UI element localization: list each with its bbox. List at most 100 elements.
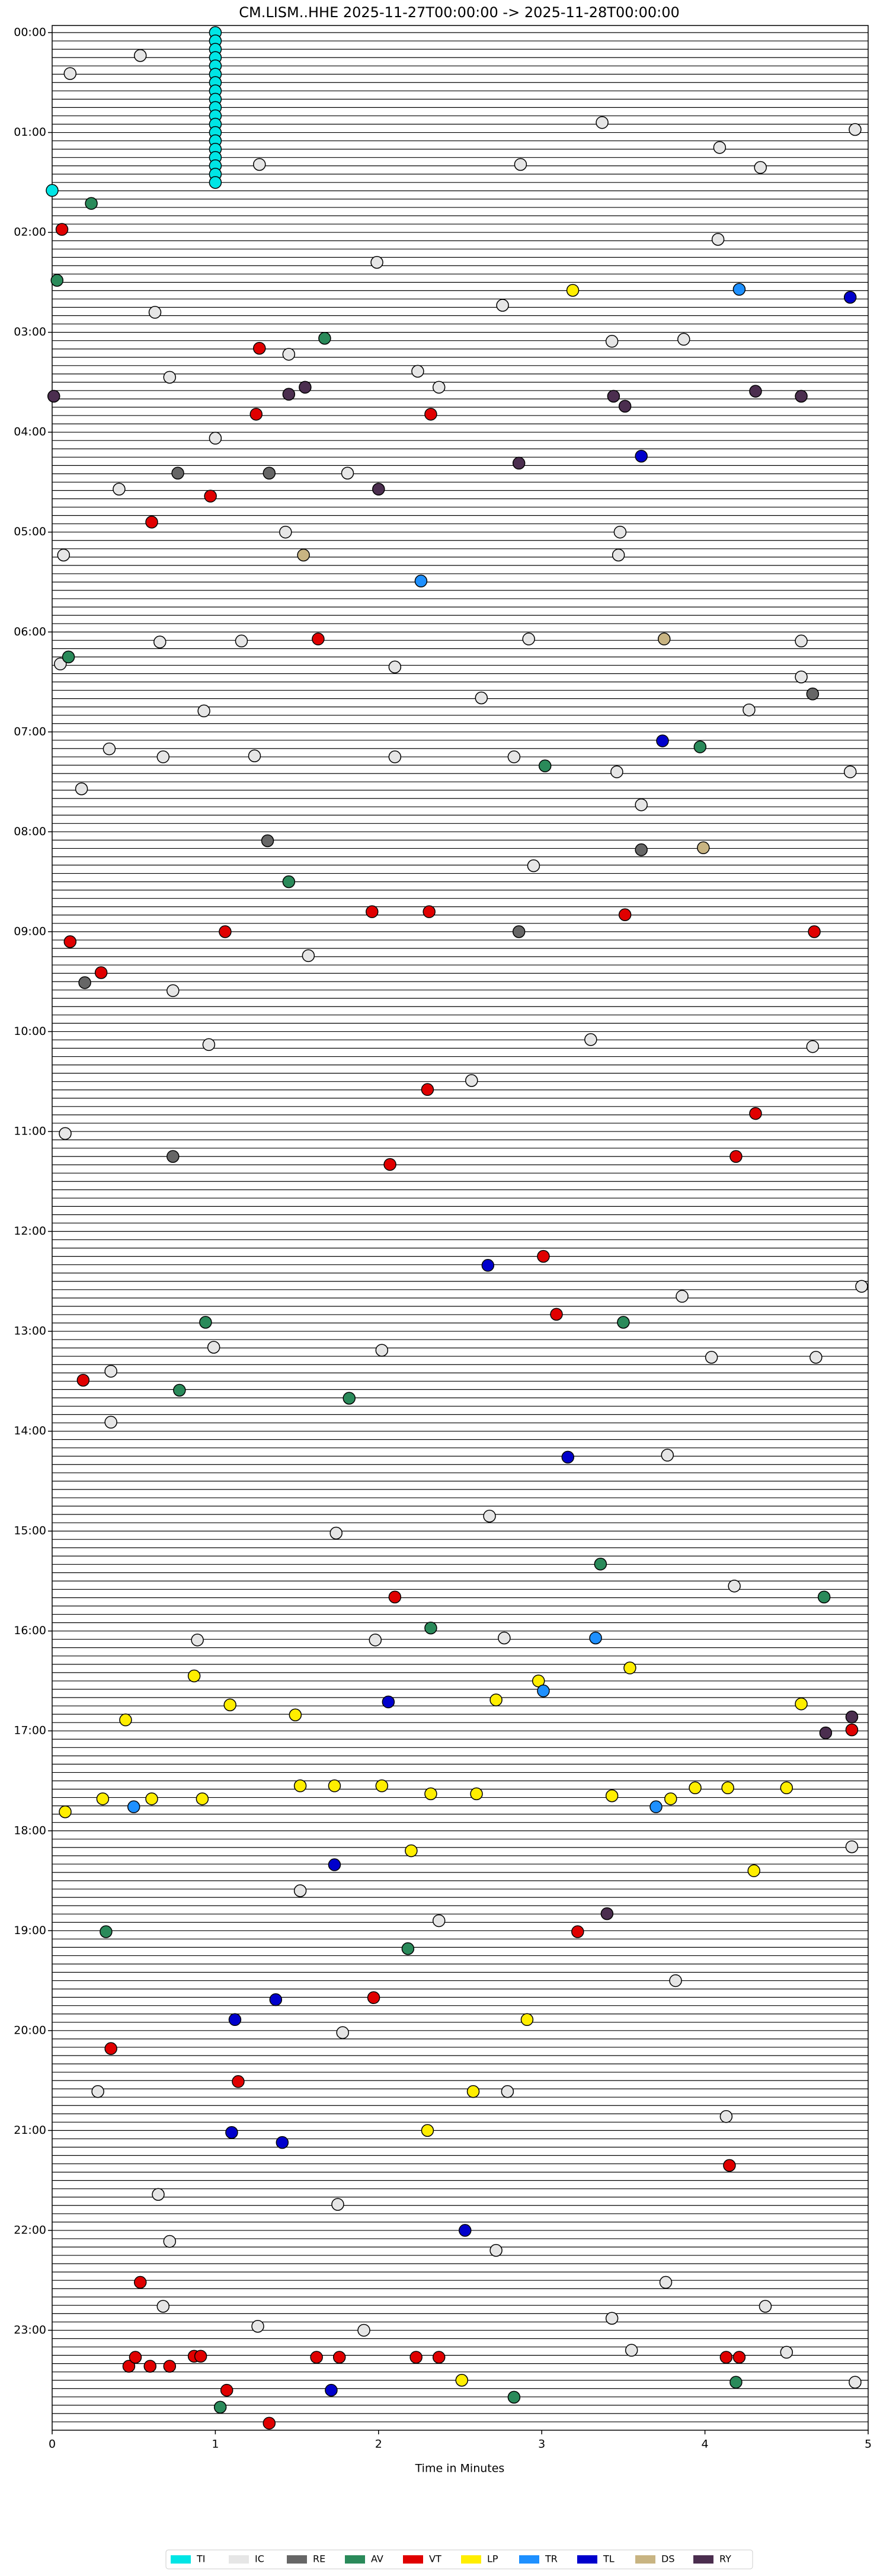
event-marker	[276, 2136, 289, 2149]
event-marker	[806, 1040, 820, 1053]
y-tick-label: 19:00	[14, 1924, 46, 1937]
x-tick-label: 2	[375, 2438, 382, 2451]
event-marker	[223, 1698, 236, 1712]
event-marker	[251, 2319, 264, 2333]
event-marker	[600, 1907, 614, 1920]
event-marker	[202, 1038, 216, 1052]
event-marker	[566, 284, 580, 297]
legend-swatch	[577, 2555, 597, 2564]
event-marker	[133, 49, 147, 62]
event-marker	[171, 466, 184, 480]
event-marker	[261, 834, 274, 848]
event-marker	[199, 1316, 212, 1329]
event-marker	[617, 1316, 630, 1329]
x-tick-label: 1	[212, 2438, 219, 2451]
event-marker	[656, 734, 669, 747]
event-marker	[729, 1150, 743, 1163]
event-marker	[331, 2198, 344, 2211]
event-marker	[279, 525, 292, 539]
event-marker	[732, 283, 746, 296]
event-marker	[167, 984, 180, 998]
y-tick-label: 20:00	[14, 2024, 46, 2037]
y-tick-label: 04:00	[14, 426, 46, 439]
event-marker	[496, 299, 509, 312]
event-marker	[282, 388, 296, 401]
event-marker	[104, 2042, 117, 2055]
event-marker	[122, 2360, 136, 2373]
event-marker	[119, 1713, 132, 1727]
event-marker	[512, 456, 526, 470]
event-marker	[819, 1726, 833, 1740]
event-marker	[423, 905, 436, 918]
event-marker	[845, 1710, 859, 1724]
event-marker	[855, 1280, 868, 1293]
event-marker	[721, 1781, 734, 1795]
event-marker	[498, 1631, 511, 1645]
y-tick-label: 16:00	[14, 1624, 46, 1637]
event-marker	[849, 123, 862, 136]
event-marker	[263, 2417, 276, 2430]
event-marker	[661, 1449, 674, 1462]
event-marker	[388, 1590, 402, 1604]
y-tick-label: 05:00	[14, 525, 46, 538]
y-tick-label: 18:00	[14, 1824, 46, 1837]
event-marker	[104, 1415, 117, 1429]
event-marker	[780, 1781, 793, 1795]
event-marker	[187, 1669, 201, 1683]
event-marker	[605, 2312, 619, 2325]
event-marker	[754, 161, 767, 174]
event-marker	[375, 1779, 389, 1792]
event-marker	[388, 660, 402, 673]
event-marker	[527, 859, 540, 872]
event-marker	[328, 1858, 341, 1871]
event-marker	[514, 158, 527, 171]
event-marker	[282, 875, 296, 889]
event-marker	[455, 2373, 469, 2387]
event-marker	[596, 116, 609, 129]
event-marker	[732, 2351, 746, 2364]
event-marker	[537, 1249, 550, 1263]
event-marker	[489, 2243, 503, 2257]
event-marker	[370, 255, 383, 269]
event-marker	[103, 742, 116, 756]
event-marker	[46, 184, 59, 197]
event-marker	[57, 548, 71, 562]
event-marker	[728, 1580, 741, 1593]
event-marker	[94, 966, 108, 979]
event-marker	[248, 749, 261, 762]
event-marker	[635, 843, 648, 856]
event-marker	[719, 2351, 733, 2364]
event-marker	[235, 634, 248, 648]
event-marker	[538, 759, 552, 772]
event-marker	[806, 687, 820, 701]
event-marker	[54, 657, 67, 670]
event-marker	[228, 2013, 242, 2027]
event-marker	[145, 1792, 158, 1805]
y-tick-label: 23:00	[14, 2323, 46, 2337]
event-marker	[63, 67, 77, 80]
y-tick-label: 15:00	[14, 1524, 46, 1538]
event-marker	[414, 574, 428, 588]
event-marker	[357, 2323, 370, 2337]
event-marker	[63, 935, 77, 948]
event-marker	[232, 2075, 245, 2088]
event-marker	[507, 750, 521, 763]
event-marker	[808, 925, 821, 938]
chart-title: CM.LISM..HHE 2025-11-27T00:00:00 -> 2025…	[239, 4, 680, 21]
event-marker	[282, 347, 296, 361]
event-marker	[133, 2275, 147, 2289]
legend-swatch	[229, 2555, 249, 2564]
event-marker	[204, 490, 217, 503]
legend-swatch	[635, 2555, 655, 2564]
y-tick-label: 22:00	[14, 2223, 46, 2236]
event-marker	[625, 2344, 638, 2357]
event-marker	[59, 1805, 72, 1818]
event-marker	[209, 432, 222, 445]
y-tick-label: 17:00	[14, 1724, 46, 1737]
x-tick-label: 5	[865, 2438, 872, 2451]
event-marker	[432, 1914, 446, 1928]
event-marker	[584, 1033, 597, 1046]
event-marker	[719, 2110, 733, 2123]
y-tick-label: 08:00	[14, 825, 46, 838]
